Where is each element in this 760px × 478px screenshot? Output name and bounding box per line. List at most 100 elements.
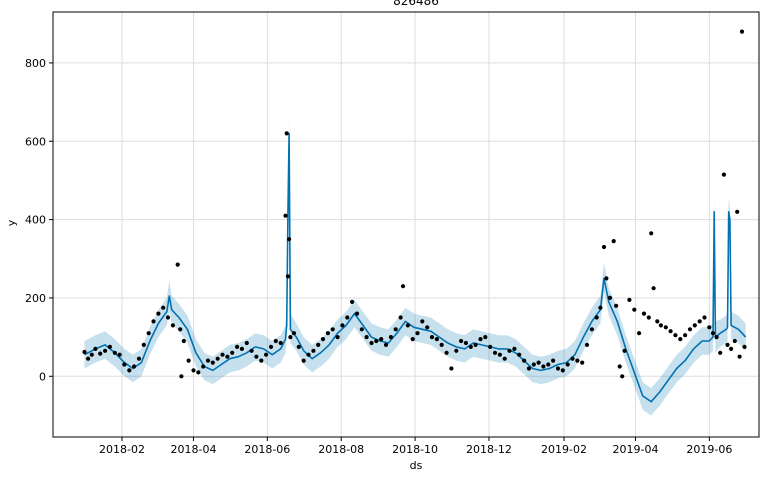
observed-point (235, 344, 240, 349)
observed-point (306, 352, 311, 357)
x-tick-label: 2018-10 (392, 443, 438, 456)
observed-point (268, 344, 274, 349)
observed-point (283, 213, 288, 218)
observed-point (718, 350, 723, 355)
observed-point (622, 348, 627, 353)
y-axis-label: y (5, 219, 18, 226)
x-tick-label: 2018-06 (244, 443, 290, 456)
observed-point (400, 284, 406, 289)
observed-point (325, 331, 330, 336)
observed-point (683, 333, 688, 338)
observed-point (492, 350, 498, 355)
observed-point (151, 319, 156, 324)
observed-point (536, 360, 541, 365)
observed-point (541, 364, 546, 369)
observed-point (546, 362, 551, 367)
observed-point (285, 274, 290, 279)
observed-point (278, 340, 283, 346)
observed-point (444, 350, 449, 355)
x-tick-label: 2018-02 (99, 443, 145, 456)
observed-point (259, 358, 264, 363)
observed-point (522, 358, 527, 363)
observed-point (627, 297, 632, 302)
observed-point (254, 354, 259, 359)
observed-point (632, 307, 637, 312)
observed-point (220, 352, 225, 357)
observed-point (205, 358, 211, 363)
observed-point (191, 368, 196, 373)
observed-point (739, 29, 745, 34)
observed-point (288, 335, 293, 340)
observed-point (117, 352, 122, 357)
observed-point (196, 370, 201, 375)
observed-point (725, 342, 730, 347)
observed-point (707, 325, 712, 330)
observed-point (702, 315, 707, 320)
observed-point (483, 335, 488, 340)
observed-point (692, 323, 697, 328)
observed-point (335, 335, 340, 340)
observed-point (93, 346, 98, 351)
y-tick-label: 200 (25, 292, 46, 305)
observed-point (296, 344, 301, 349)
observed-point (354, 311, 360, 316)
observed-point (165, 315, 171, 320)
y-axis: 0 200 400 600 800 (25, 57, 53, 383)
observed-point (345, 315, 350, 320)
observed-point (156, 311, 161, 316)
observed-point (598, 305, 603, 310)
observed-point (678, 337, 683, 342)
observed-point (614, 303, 619, 308)
observed-point (112, 350, 117, 355)
x-tick-label: 2019-04 (612, 443, 658, 456)
observed-point (359, 327, 364, 332)
observed-point (107, 344, 112, 349)
observed-point (175, 262, 180, 267)
x-tick-label: 2019-06 (686, 443, 732, 456)
observed-point (415, 331, 420, 336)
observed-point (301, 358, 306, 363)
observed-point (478, 337, 483, 342)
observed-point (617, 364, 622, 369)
observed-point (658, 323, 664, 328)
observed-point (531, 362, 536, 367)
observed-point (565, 362, 570, 367)
observed-point (687, 327, 693, 332)
observed-point (379, 337, 384, 342)
y-tick-label: 0 (39, 370, 46, 383)
observed-point (604, 276, 609, 281)
observed-point (350, 299, 355, 304)
observed-point (439, 342, 444, 347)
observed-point (649, 231, 654, 236)
observed-point (311, 348, 316, 353)
observed-point (201, 364, 206, 369)
observed-point (383, 342, 389, 347)
observed-point (122, 362, 127, 367)
observed-point (374, 338, 379, 344)
observed-point (388, 335, 393, 340)
observed-point (434, 337, 439, 342)
x-tick-label: 2018-04 (170, 443, 216, 456)
observed-point (502, 356, 507, 361)
x-tick-label: 2018-08 (318, 443, 364, 456)
observed-point (161, 305, 166, 310)
observed-point (249, 348, 254, 353)
observed-point (714, 335, 719, 340)
observed-point (364, 335, 369, 340)
observed-point (291, 331, 297, 336)
observed-point (601, 244, 607, 250)
observed-point (273, 338, 278, 344)
uncertainty-band (84, 115, 746, 416)
observed-point (673, 333, 678, 338)
observed-point (132, 364, 137, 369)
observed-point (179, 374, 184, 379)
x-axis-label: ds (410, 459, 423, 472)
observed-point (181, 338, 186, 344)
observed-point (425, 325, 430, 330)
observed-point (264, 352, 269, 357)
observed-point (410, 337, 415, 342)
observed-point (454, 348, 459, 353)
observed-point (555, 366, 561, 371)
observed-point (473, 342, 478, 347)
